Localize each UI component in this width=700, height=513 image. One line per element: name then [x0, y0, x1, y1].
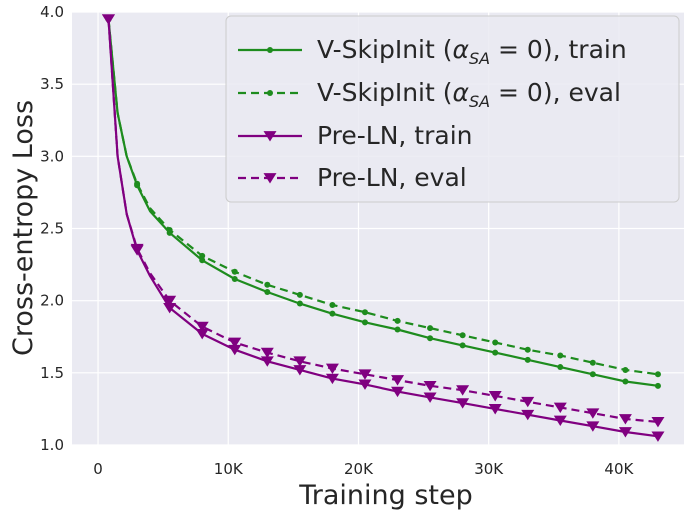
data-point [195, 321, 209, 333]
data-point [228, 344, 242, 356]
data-point [423, 380, 437, 392]
data-point [589, 371, 596, 378]
data-point [492, 339, 499, 346]
data-point [134, 180, 141, 187]
data-point [296, 291, 303, 298]
y-tick-label: 3.0 [40, 147, 64, 165]
x-axis-label: Training step [298, 480, 473, 511]
legend-box [225, 15, 680, 203]
data-point [391, 386, 405, 398]
data-point [622, 378, 629, 385]
legend: V-SkipInit (αSA = 0), train V-SkipInit (… [225, 15, 680, 203]
legend-swatch-marker [267, 90, 273, 96]
data-point [260, 356, 274, 367]
y-tick-label: 1.0 [40, 436, 64, 454]
data-point [524, 346, 531, 353]
data-point [557, 364, 564, 371]
data-point [166, 226, 173, 233]
data-point [394, 326, 401, 333]
data-point [293, 356, 307, 367]
data-point [130, 243, 144, 255]
data-point [264, 281, 271, 288]
data-point [654, 371, 661, 378]
data-point [231, 268, 238, 275]
data-point [586, 408, 600, 419]
data-point [394, 317, 401, 324]
series-2 [101, 14, 665, 442]
y-axis-label: Cross-entropy Loss [8, 100, 39, 356]
data-point [488, 391, 502, 402]
data-point [521, 396, 535, 408]
data-point [358, 369, 372, 380]
data-point [391, 375, 405, 386]
legend-entry-0: V-SkipInit (αSA = 0), train [317, 35, 627, 68]
data-point [231, 276, 238, 283]
legend-entry-2: Pre-LN, train [317, 121, 472, 150]
data-point [199, 252, 206, 259]
data-point [325, 373, 339, 385]
data-point [361, 309, 368, 316]
data-point [325, 363, 339, 375]
data-point [651, 431, 665, 442]
data-point [654, 382, 661, 389]
data-point [195, 328, 209, 340]
legend-swatch-marker [267, 47, 273, 53]
data-point [163, 303, 177, 314]
data-point [329, 310, 336, 317]
data-point [228, 337, 242, 349]
tick-labels: 0 10K 20K 30K 40K 1.0 1.5 2.0 2.5 3.0 3.5 4.0 [40, 3, 634, 478]
data-point [586, 421, 600, 432]
data-point [423, 392, 437, 403]
data-point [296, 300, 303, 307]
data-point [358, 379, 372, 390]
data-point [427, 325, 434, 332]
y-tick-label: 3.5 [40, 75, 64, 93]
data-point [557, 352, 564, 359]
data-point [264, 289, 271, 296]
data-point [456, 385, 470, 396]
y-tick-label: 4.0 [40, 3, 64, 21]
data-point [553, 415, 567, 426]
data-point [618, 427, 632, 438]
x-tick-label: 10K [214, 460, 244, 478]
y-tick-label: 1.5 [40, 364, 64, 382]
legend-swatch-marker [263, 173, 277, 184]
data-point [651, 417, 665, 428]
legend-entry-3: Pre-LN, eval [317, 163, 467, 192]
data-point [329, 301, 336, 308]
data-point [622, 366, 629, 373]
legend-entry-1: V-SkipInit (αSA = 0), eval [317, 78, 621, 111]
x-tick-label: 20K [344, 460, 374, 478]
data-point [260, 347, 274, 359]
series-3 [101, 14, 665, 428]
x-tick-label: 40K [604, 460, 634, 478]
y-tick-label: 2.0 [40, 292, 64, 310]
data-point [163, 295, 177, 307]
data-point [293, 365, 307, 376]
data-point [488, 404, 502, 415]
series-layer [101, 14, 665, 442]
x-tick-label: 0 [93, 460, 103, 478]
data-point [521, 409, 535, 421]
data-point [427, 335, 434, 342]
data-point [618, 414, 632, 425]
data-point [553, 402, 567, 413]
data-point [456, 398, 470, 409]
legend-swatch-marker [263, 131, 277, 142]
data-point [101, 14, 115, 25]
data-point [361, 319, 368, 326]
y-tick-label: 2.5 [40, 220, 64, 238]
data-point [459, 332, 466, 339]
data-point [199, 257, 206, 264]
data-point [524, 356, 531, 363]
x-tick-label: 30K [474, 460, 504, 478]
data-point [459, 342, 466, 349]
data-point [589, 359, 596, 366]
data-point [492, 349, 499, 356]
